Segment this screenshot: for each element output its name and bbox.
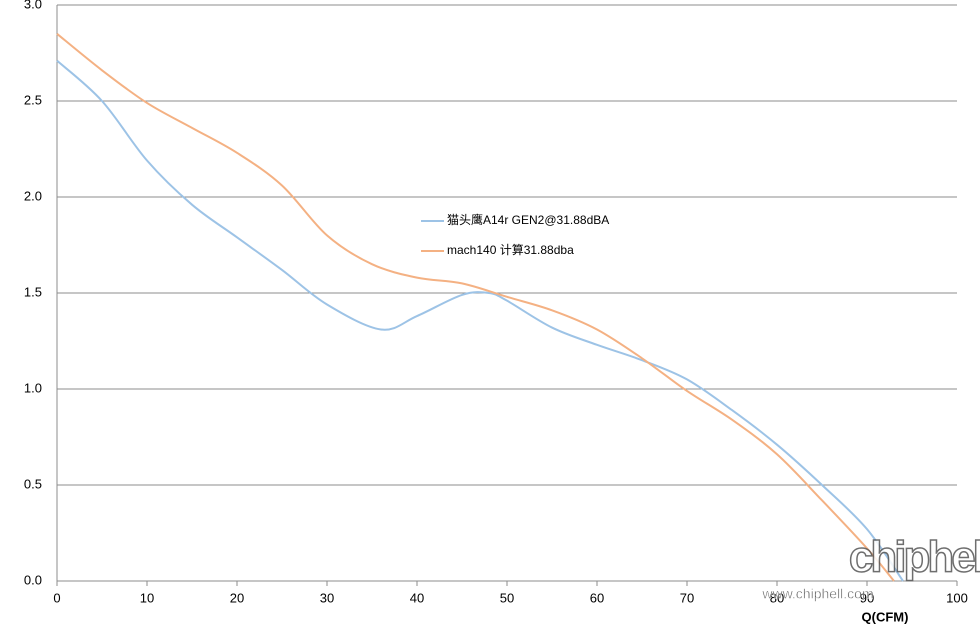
x-tick-label: 80 <box>770 590 784 605</box>
x-tick-label: 70 <box>680 590 694 605</box>
legend-label: 猫头鹰A14r GEN2@31.88dBA <box>447 212 609 227</box>
x-tick-label: 0 <box>53 590 60 605</box>
x-tick-label: 20 <box>230 590 244 605</box>
x-tick-label: 50 <box>500 590 514 605</box>
watermark-logo: chiphell <box>849 533 980 582</box>
y-tick-label: 1.5 <box>24 284 42 299</box>
y-tick-label: 0.5 <box>24 476 42 491</box>
y-tick-label: 2.0 <box>24 188 42 203</box>
x-tick-label: 10 <box>140 590 154 605</box>
y-tick-label: 1.0 <box>24 380 42 395</box>
x-axis-label: Q(CFM) <box>862 609 909 624</box>
y-tick-label: 2.5 <box>24 92 42 107</box>
x-tick-label: 60 <box>590 590 604 605</box>
x-tick-label: 30 <box>320 590 334 605</box>
x-tick-label: 40 <box>410 590 424 605</box>
legend-label: mach140 计算31.88dba <box>447 242 574 257</box>
series-line <box>56 59 904 582</box>
series-line <box>56 33 895 582</box>
watermark-url: www.chiphell.com <box>761 586 873 602</box>
y-tick-label: 0.0 <box>24 572 42 587</box>
x-tick-label: 100 <box>946 590 968 605</box>
x-tick-label: 90 <box>860 590 874 605</box>
y-tick-label: 3.0 <box>24 0 42 11</box>
